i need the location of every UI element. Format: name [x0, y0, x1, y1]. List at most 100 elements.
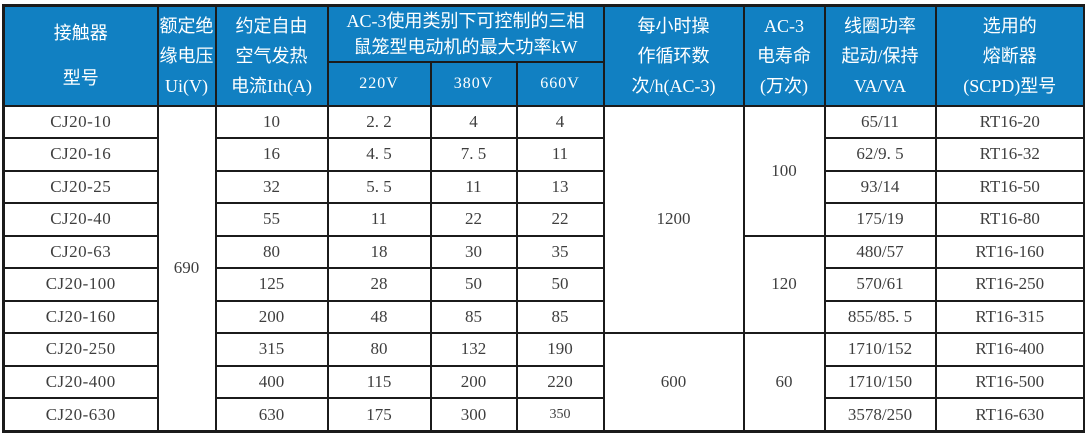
- header-line: 选用的: [982, 15, 1037, 36]
- cell-life-merged: 100: [742, 104, 826, 237]
- header-row-1: 接触器 型号 额定绝 缘电压 Ui(V) 约定自由 空气发热 电流Ith(A) …: [2, 4, 1085, 107]
- cell-fuse: RT16-400: [934, 332, 1085, 367]
- header-line: 起动/保持: [841, 45, 919, 66]
- header-line: 线圈功率: [844, 15, 916, 36]
- cell-model: CJ20-400: [2, 364, 159, 400]
- cell-coil: 65/11: [823, 104, 937, 140]
- header-line: AC-3: [764, 15, 804, 36]
- table-row: CJ20-250 315 80 132 190 600 60 1710/152 …: [2, 332, 1085, 433]
- cell-kw220: 4. 5: [326, 137, 432, 172]
- cell-ith: 315: [214, 332, 329, 367]
- header-line: 型号: [62, 67, 99, 88]
- header-line: 作循环数: [637, 45, 710, 66]
- cell-kw660: 4: [515, 104, 605, 140]
- cell-ith: 200: [214, 299, 329, 335]
- cell-kw660: 11: [515, 137, 605, 172]
- cell-kw220: 175: [326, 397, 432, 433]
- cell-coil: 93/14: [823, 169, 937, 205]
- cell-kw220: 48: [326, 299, 432, 335]
- cell-kw660: 220: [515, 364, 605, 400]
- cell-coil: 62/9. 5: [823, 137, 937, 172]
- header-line: 空气发热: [235, 45, 308, 66]
- header-row-2: 220V 380V 660V: [4, 60, 1085, 107]
- cell-kw380: 132: [429, 332, 518, 367]
- cell-fuse: RT16-500: [934, 364, 1085, 400]
- cell-kw380: 30: [429, 234, 518, 270]
- cell-kw380: 300: [429, 397, 518, 433]
- cell-life-merged: 120: [742, 234, 826, 335]
- table-row: CJ20-400 400 115 200 220 1710/150 RT16-5…: [2, 364, 1085, 400]
- cell-coil: 3578/250: [823, 397, 937, 433]
- header-line: 电流Ith(A): [231, 75, 312, 96]
- cell-kw660: 35: [515, 234, 605, 270]
- cell-kw220: 80: [326, 332, 432, 367]
- header-line: 熔断器: [982, 45, 1037, 66]
- header-cell-fuse-type: 选用的 熔断器 (SCPD)型号: [934, 4, 1085, 107]
- cell-coil: 1710/150: [823, 364, 937, 400]
- cell-model: CJ20-10: [2, 104, 159, 140]
- cell-kw220: 115: [326, 364, 432, 400]
- header-cell-insulation-voltage: 额定绝 缘电压 Ui(V): [156, 4, 217, 107]
- header-line: 鼠笼型电动机的最大功率kW: [353, 36, 578, 57]
- cell-fuse: RT16-160: [934, 234, 1085, 270]
- cell-model: CJ20-630: [2, 397, 159, 433]
- cell-ith: 125: [214, 267, 329, 302]
- table-row: CJ20-160 200 48 85 85 855/85. 5 RT16-315: [2, 299, 1085, 335]
- header-cell-380v: 380V: [429, 60, 518, 107]
- cell-kw380: 85: [429, 299, 518, 335]
- cell-kw660: 350: [515, 397, 605, 433]
- table-row: CJ20-16 16 4. 5 7. 5 11 62/9. 5 RT16-32: [2, 137, 1085, 172]
- cell-kw380: 200: [429, 364, 518, 400]
- header-cell-coil-power: 线圈功率 起动/保持 VA/VA: [823, 4, 937, 107]
- cell-kw660: 190: [515, 332, 605, 367]
- table-row: CJ20-63 80 18 30 35 120 480/57 RT16-160: [2, 234, 1085, 335]
- cell-kw380: 11: [429, 169, 518, 205]
- cell-fuse: RT16-315: [934, 299, 1085, 335]
- cell-fuse: RT16-50: [934, 169, 1085, 205]
- cell-ith: 630: [214, 397, 329, 433]
- header-cell-220v: 220V: [326, 60, 432, 107]
- cell-model: CJ20-16: [2, 137, 159, 172]
- cell-coil: 1710/152: [823, 332, 937, 367]
- cell-model: CJ20-63: [2, 234, 159, 270]
- cell-ith: 55: [214, 202, 329, 237]
- header-cell-thermal-current: 约定自由 空气发热 电流Ith(A): [214, 4, 329, 107]
- cell-model: CJ20-25: [2, 169, 159, 205]
- contactor-spec-table: 接触器 型号 额定绝 缘电压 Ui(V) 约定自由 空气发热 电流Ith(A) …: [2, 4, 1085, 433]
- cell-fuse: RT16-250: [934, 267, 1085, 302]
- cell-ith: 400: [214, 364, 329, 400]
- cell-cycles-merged: 600: [602, 332, 745, 433]
- header-line: 电寿命: [757, 45, 811, 66]
- header-line: (万次): [760, 75, 808, 96]
- cell-kw380: 50: [429, 267, 518, 302]
- header-line: 约定自由: [235, 15, 308, 36]
- header-cell-model: 接触器 型号: [2, 4, 159, 107]
- header-line: 接触器: [53, 22, 108, 43]
- header-line: 缘电压: [159, 45, 214, 66]
- cell-coil: 175/19: [823, 202, 937, 237]
- header-line: VA/VA: [853, 75, 907, 96]
- cell-kw380: 4: [429, 104, 518, 140]
- cell-kw660: 22: [515, 202, 605, 237]
- cell-fuse: RT16-630: [934, 397, 1085, 433]
- table-row: CJ20-630 630 175 300 350 3578/250 RT16-6…: [2, 397, 1085, 433]
- cell-model: CJ20-160: [2, 299, 159, 335]
- header-line: (SCPD)型号: [963, 75, 1057, 96]
- header-line: 次/h(AC-3): [631, 75, 716, 96]
- cell-kw660: 13: [515, 169, 605, 205]
- cell-ith: 80: [214, 234, 329, 270]
- table-row: CJ20-100 125 28 50 50 570/61 RT16-250: [2, 267, 1085, 302]
- header-cell-ac3-motor-power-group: AC-3使用类别下可控制的三相 鼠笼型电动机的最大功率kW: [326, 4, 605, 63]
- cell-fuse: RT16-80: [934, 202, 1085, 237]
- header-cell-660v: 660V: [515, 60, 605, 107]
- cell-fuse: RT16-32: [934, 137, 1085, 172]
- cell-kw220: 2. 2: [326, 104, 432, 140]
- header-line: 每小时操: [637, 15, 710, 36]
- cell-coil: 570/61: [823, 267, 937, 302]
- table-row: CJ20-10 690 10 2. 2 4 4 1200 100 65/11 R…: [2, 104, 1085, 433]
- cell-fuse: RT16-20: [934, 104, 1085, 140]
- cell-ith: 16: [214, 137, 329, 172]
- header-cell-operating-cycles: 每小时操 作循环数 次/h(AC-3): [602, 4, 745, 107]
- cell-ith: 32: [214, 169, 329, 205]
- table-row: CJ20-40 55 11 22 22 175/19 RT16-80: [2, 202, 1085, 237]
